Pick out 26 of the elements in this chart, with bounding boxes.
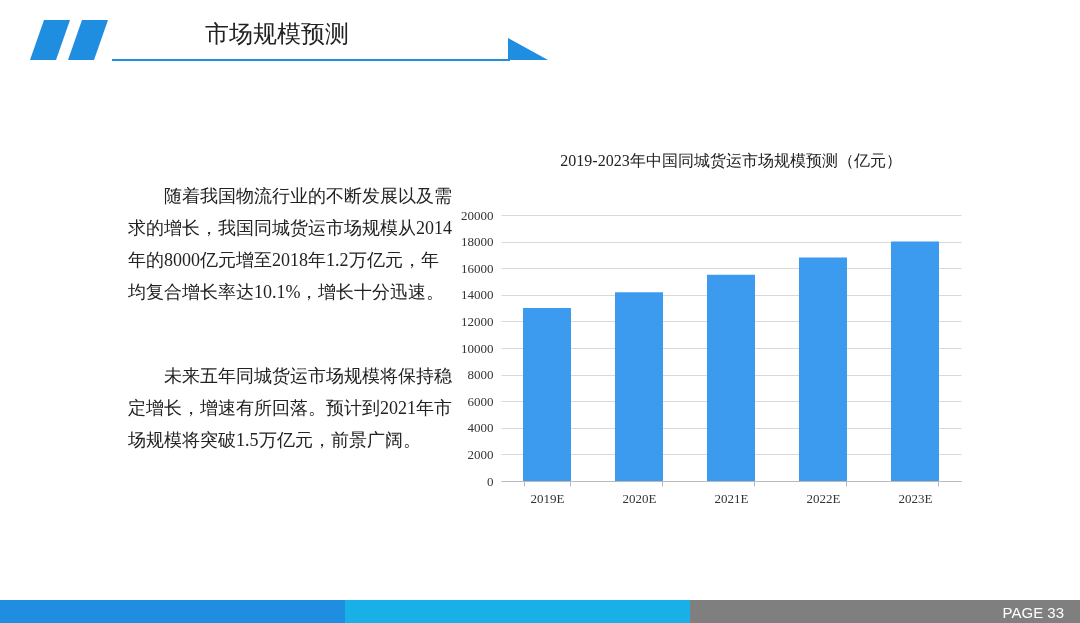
y-tick-label: 12000 [461,313,494,329]
y-tick-label: 6000 [467,393,494,409]
text: 市场规模预测 [205,20,349,49]
y-tick-label: 8000 [467,367,494,383]
bar [523,308,571,481]
bar [615,292,663,481]
y-tick-label: 4000 [467,420,494,436]
chart-title: 2019-2023年中国同城货运市场规模预测（亿元） [560,152,902,169]
y-tick-label: 10000 [461,340,494,356]
text: 未来五年同城货运市场规模将保持稳定增长，增速有所回落。预计到2021年市场规模将突破1.5万亿元，前景广阔。 [128,365,453,452]
y-tick-label: 14000 [461,287,494,303]
x-tick-label: 2022E [806,490,841,506]
x-tick-label: 2020E [622,490,657,506]
x-tick-label: 2021E [714,490,749,506]
y-tick-label: 0 [487,473,494,489]
y-tick-label: 18000 [461,234,494,250]
bar [891,241,939,481]
bar [799,257,847,481]
text: 随着我国物流行业的不断发展以及需求的增长，我国同城货运市场规模从2014年的8000亿元增至2018年1.2万亿元，年均复合增长率达10.1%，增长十分迅速。 [128,185,453,304]
y-tick-label: 2000 [467,446,494,462]
x-tick-label: 2019E [530,490,565,506]
x-tick-label: 2023E [898,490,933,506]
y-tick-label: 20000 [461,207,494,223]
bar [707,274,755,481]
y-tick-label: 16000 [461,260,494,276]
text: PAGE 33 [1002,604,1064,621]
